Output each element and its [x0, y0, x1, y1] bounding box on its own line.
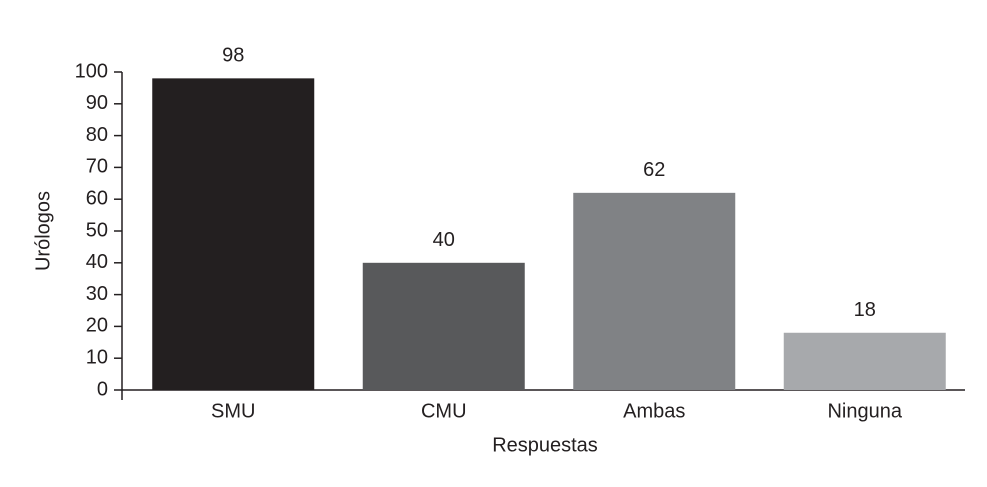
y-tick-label: 60: [86, 187, 108, 209]
y-tick-label: 50: [86, 219, 108, 241]
bar: [573, 192, 736, 390]
bar: [783, 332, 946, 390]
y-tick-label: 70: [86, 156, 108, 178]
y-tick-label: 40: [86, 251, 108, 273]
x-tick-label: SMU: [211, 400, 255, 422]
y-tick-label: 10: [86, 346, 108, 368]
y-tick-label: 0: [97, 378, 108, 400]
y-tick-label: 100: [75, 60, 108, 82]
y-tick-label: 20: [86, 315, 108, 337]
data-label: 18: [854, 299, 876, 321]
bar: [362, 262, 525, 390]
y-tick-label: 80: [86, 124, 108, 146]
data-label: 98: [222, 45, 244, 67]
y-tick-label: 90: [86, 92, 108, 114]
bar: [152, 78, 315, 391]
y-tick-label: 30: [86, 283, 108, 305]
x-axis-label: Respuestas: [492, 434, 598, 456]
x-tick-label: CMU: [421, 400, 467, 422]
data-label: 40: [433, 229, 455, 251]
data-label: 62: [643, 159, 665, 181]
x-tick-label: Ninguna: [827, 400, 902, 422]
y-axis-label: Urólogos: [32, 191, 54, 271]
x-tick-label: Ambas: [623, 400, 685, 422]
